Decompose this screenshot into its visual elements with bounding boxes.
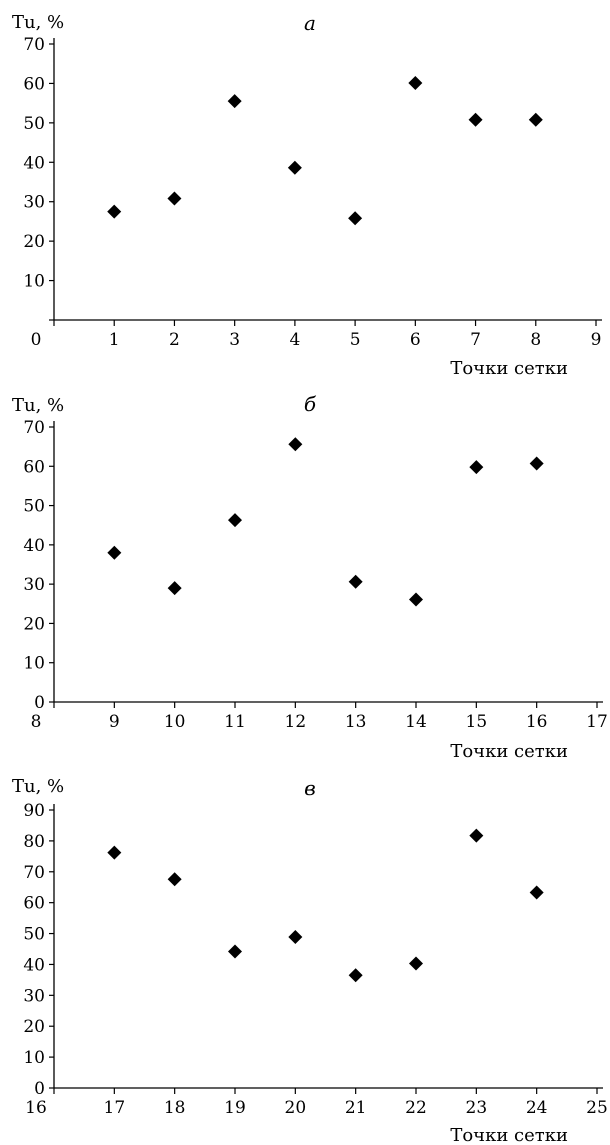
x-tick-label: 1 [109,330,120,350]
x-tick-label: 11 [224,712,246,732]
y-tick-label: 50 [23,114,45,134]
data-point [288,929,303,944]
panel-letter: б [304,392,317,416]
x-tick-label: 17 [586,712,608,732]
x-tick-label: 25 [586,1098,608,1118]
x-tick-label: 0 [31,330,42,350]
y-tick-label: 30 [23,986,45,1006]
data-point [167,581,182,596]
y-tick-label: 80 [23,832,45,852]
data-point [167,191,182,206]
y-axis-title: Tu, % [12,12,64,33]
x-tick-label: 8 [31,712,42,732]
data-point [469,828,484,843]
y-tick-label: 20 [23,232,45,252]
data-point [409,956,423,971]
y-tick-label: 30 [23,193,45,213]
x-tick-label: 16 [25,1098,47,1118]
y-tick-label: 50 [23,925,45,945]
x-axis-title: Точки сетки [450,1125,568,1145]
x-tick-label: 6 [410,330,421,350]
y-tick-label: 60 [23,74,45,94]
x-tick-label: 19 [224,1098,246,1118]
x-tick-label: 3 [229,330,240,350]
y-tick-label: 70 [23,35,45,55]
panel-1: 10 20 30 40 50 60 70 0 1 2 3 4 5 6 7 8 9 Tu, % а Точки сетк… [12,11,602,379]
y-tick-label: 40 [23,153,45,173]
y-tick-label: 30 [23,575,45,595]
y-tick-label: 40 [23,536,45,556]
x-tick-label: 12 [285,712,307,732]
x-tick-label: 2 [169,330,180,350]
x-tick-label: 15 [466,712,488,732]
panel-letter: а [304,11,316,35]
y-axis-title: Tu, % [12,395,64,416]
y-tick-label: 10 [23,1048,45,1068]
y-tick-label: 70 [23,418,45,438]
data-point [228,513,242,528]
y-tick-label: 60 [23,894,45,914]
y-tick-label: 0 [34,693,45,713]
x-tick-label: 10 [164,712,186,732]
y-tick-label: 40 [23,955,45,975]
data-point [288,437,303,452]
data-point [167,872,182,887]
data-point [107,845,122,860]
data-point [348,211,363,226]
y-tick-label: 90 [23,801,45,821]
data-point [528,112,543,127]
x-tick-label: 5 [350,330,361,350]
data-point [529,885,544,900]
y-tick-label: 20 [23,1017,45,1037]
x-tick-label: 17 [104,1098,126,1118]
data-point [408,76,423,91]
data-point [409,592,423,607]
x-tick-label: 23 [466,1098,488,1118]
y-tick-label: 10 [23,272,45,292]
data-point [228,944,242,959]
x-axis-title: Точки сетки [450,741,568,762]
panel-letter: в [304,776,316,800]
x-tick-label: 14 [405,712,427,732]
y-tick-label: 70 [23,863,45,883]
x-tick-label: 9 [109,712,120,732]
y-tick-label: 50 [23,497,45,517]
y-tick-label: 0 [34,1079,45,1099]
y-tick-label: 60 [23,457,45,477]
x-tick-label: 8 [530,330,541,350]
x-tick-label: 18 [164,1098,186,1118]
y-tick-label: 20 [23,614,45,634]
x-tick-label: 24 [526,1098,548,1118]
x-tick-label: 4 [289,330,300,350]
data-point [529,456,544,471]
data-point [287,160,302,175]
x-tick-label: 22 [405,1098,427,1118]
x-tick-label: 21 [345,1098,367,1118]
data-point [348,968,363,983]
data-point [469,460,484,475]
x-tick-label: 20 [285,1098,307,1118]
data-point [227,94,242,109]
x-tick-label: 9 [591,330,602,350]
y-axis-title: Tu, % [12,776,64,797]
x-tick-label: 13 [345,712,367,732]
data-point [107,545,122,560]
x-tick-label: 16 [526,712,548,732]
x-tick-label: 7 [470,330,481,350]
panel-3: 0 10 20 30 40 50 60 70 80 90 16 17 18 19 20 21 22 23 24 25 T… [12,776,608,1145]
data-point [468,112,483,127]
panel-2: 0 10 20 30 40 50 60 70 8 9 10 11 12 13 14 15 16 17 Tu, % б Т… [12,392,608,762]
data-point [107,204,122,219]
y-tick-label: 10 [23,654,45,674]
data-point [348,574,363,589]
x-axis-title: Точки сетки [450,358,568,379]
